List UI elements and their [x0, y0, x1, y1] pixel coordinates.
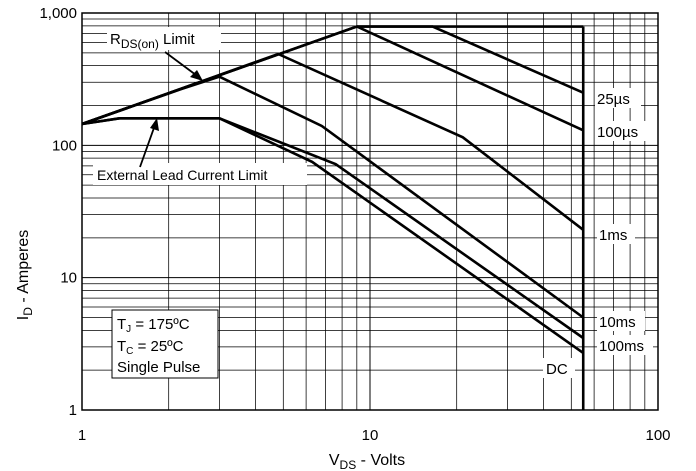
- y-tick-label: 1: [69, 402, 77, 419]
- label-100ms-bg: [597, 335, 653, 355]
- curve-10ms: [81, 75, 584, 319]
- tick-labels: 1 10 100 1 10 100 1,000: [39, 5, 670, 444]
- y-axis-title: ID - Amperes: [15, 230, 35, 320]
- x-tick-label: 1: [78, 427, 86, 444]
- x-tick-label: 100: [645, 427, 670, 444]
- y-tick-label: 100: [52, 137, 77, 154]
- label-100us: 100µs: [597, 124, 638, 141]
- label-10ms: 10ms: [599, 314, 636, 331]
- x-tick-label: 10: [362, 427, 379, 444]
- plot-frame: [81, 12, 659, 411]
- curves: [81, 25, 585, 410]
- label-1ms: 1ms: [599, 227, 627, 244]
- y-tick-label: 1,000: [39, 5, 77, 22]
- rds-label-bg: [107, 27, 221, 50]
- label-100ms: 100ms: [599, 338, 644, 355]
- label-1ms-bg: [597, 224, 635, 244]
- label-25us-bg: [595, 88, 641, 108]
- rds-limit-arrowhead: [190, 70, 203, 81]
- curve-1ms: [81, 52, 584, 231]
- plot-border: [81, 12, 659, 411]
- lead-label-bg: [93, 163, 307, 185]
- rds-limit-label: RDS(on) Limit: [110, 31, 196, 51]
- x-axis-title: VDS - Volts: [329, 452, 405, 471]
- label-10ms-bg: [597, 311, 645, 331]
- grid: [82, 13, 658, 410]
- y-tick-label: 10: [60, 270, 77, 287]
- conditions-box: [111, 309, 219, 379]
- label-dc-bg: [543, 358, 575, 378]
- lead-limit-arrowhead: [150, 118, 159, 131]
- condition-pulse: Single Pulse: [117, 359, 200, 376]
- lead-limit-label: External Lead Current Limit: [97, 167, 268, 183]
- curve-DC: [81, 117, 584, 354]
- label-dc: DC: [546, 361, 568, 378]
- label-25us: 25µs: [597, 91, 630, 108]
- lead-limit-arrow: [139, 124, 156, 168]
- condition-tj: TJ = 175ºC: [117, 316, 190, 335]
- label-100us-bg: [595, 121, 649, 141]
- condition-tc: TC = 25ºC: [117, 338, 184, 357]
